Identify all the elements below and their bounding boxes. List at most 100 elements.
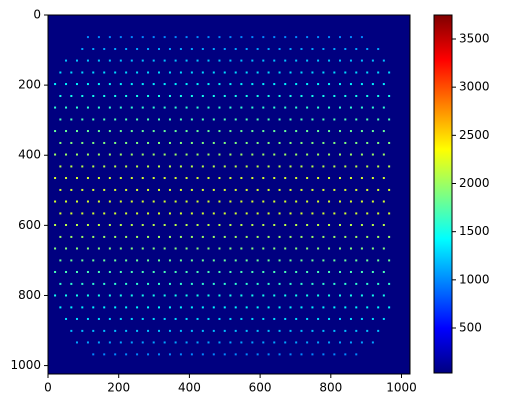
spot bbox=[207, 59, 210, 62]
spot bbox=[284, 317, 287, 320]
spot bbox=[295, 153, 298, 156]
colorbar-tick-label: 3000 bbox=[459, 80, 490, 94]
spot bbox=[344, 48, 347, 51]
spot bbox=[81, 141, 84, 144]
spot bbox=[245, 306, 248, 309]
spot bbox=[75, 341, 78, 344]
x-tick-label: 0 bbox=[44, 381, 52, 395]
spot bbox=[360, 177, 363, 180]
spot bbox=[97, 130, 100, 133]
spot bbox=[70, 329, 73, 332]
colorbar-tick-label: 1000 bbox=[459, 272, 490, 286]
spot bbox=[119, 83, 122, 86]
spot bbox=[130, 153, 133, 156]
spot bbox=[306, 36, 309, 39]
spot bbox=[328, 106, 331, 109]
spot bbox=[388, 165, 391, 168]
spot bbox=[125, 306, 128, 309]
spot bbox=[267, 353, 270, 356]
spot bbox=[92, 94, 95, 97]
spot bbox=[328, 36, 331, 39]
spot bbox=[168, 71, 171, 74]
spot bbox=[377, 306, 380, 309]
spot bbox=[267, 94, 270, 97]
spot bbox=[360, 294, 363, 297]
spot bbox=[114, 118, 117, 121]
spot bbox=[185, 224, 188, 227]
spot bbox=[97, 200, 100, 203]
spot bbox=[234, 141, 237, 144]
spot bbox=[382, 130, 385, 133]
spot bbox=[240, 270, 243, 273]
spot bbox=[371, 247, 374, 250]
x-tick-label: 200 bbox=[107, 381, 130, 395]
spot bbox=[86, 177, 89, 180]
spot bbox=[328, 200, 331, 203]
spot bbox=[147, 165, 150, 168]
spot bbox=[185, 341, 188, 344]
spot bbox=[273, 270, 276, 273]
spot bbox=[256, 141, 259, 144]
spot bbox=[108, 59, 111, 62]
spot bbox=[289, 118, 292, 121]
spot bbox=[256, 188, 259, 191]
spot bbox=[251, 270, 254, 273]
spot bbox=[300, 165, 303, 168]
spot bbox=[114, 306, 117, 309]
spot bbox=[97, 317, 100, 320]
spot bbox=[212, 71, 215, 74]
spot bbox=[306, 270, 309, 273]
spot bbox=[278, 188, 281, 191]
spot bbox=[65, 106, 68, 109]
spot bbox=[339, 294, 342, 297]
spot bbox=[136, 212, 139, 215]
spot bbox=[147, 141, 150, 144]
spot bbox=[158, 71, 161, 74]
spot bbox=[223, 71, 226, 74]
spot bbox=[86, 36, 89, 39]
spot bbox=[190, 306, 193, 309]
spot bbox=[295, 106, 298, 109]
spot bbox=[179, 48, 182, 51]
spot bbox=[185, 36, 188, 39]
spot bbox=[328, 247, 331, 250]
spot bbox=[108, 224, 111, 227]
spot bbox=[360, 36, 363, 39]
spot bbox=[295, 317, 298, 320]
spot bbox=[339, 36, 342, 39]
spot bbox=[240, 294, 243, 297]
spot bbox=[103, 212, 106, 215]
spot bbox=[349, 270, 352, 273]
spot bbox=[234, 212, 237, 215]
spot bbox=[65, 59, 68, 62]
x-tick-label: 600 bbox=[249, 381, 272, 395]
spot bbox=[377, 165, 380, 168]
spot bbox=[207, 177, 210, 180]
spot bbox=[103, 94, 106, 97]
spot bbox=[306, 130, 309, 133]
spot bbox=[158, 212, 161, 215]
spot bbox=[234, 259, 237, 262]
spot bbox=[349, 36, 352, 39]
spot bbox=[371, 130, 374, 133]
spot bbox=[207, 153, 210, 156]
spot bbox=[251, 247, 254, 250]
spot bbox=[125, 118, 128, 121]
spot bbox=[355, 188, 358, 191]
spot bbox=[114, 71, 117, 74]
spot bbox=[251, 130, 254, 133]
spot bbox=[218, 83, 221, 86]
spot bbox=[119, 177, 122, 180]
spot bbox=[328, 294, 331, 297]
spot bbox=[59, 165, 62, 168]
spot bbox=[278, 353, 281, 356]
spot bbox=[262, 59, 265, 62]
spot bbox=[196, 224, 199, 227]
spot bbox=[267, 329, 270, 332]
spot bbox=[147, 306, 150, 309]
spot bbox=[190, 48, 193, 51]
spot bbox=[234, 282, 237, 285]
spot bbox=[196, 83, 199, 86]
spot bbox=[212, 188, 215, 191]
spot bbox=[86, 59, 89, 62]
